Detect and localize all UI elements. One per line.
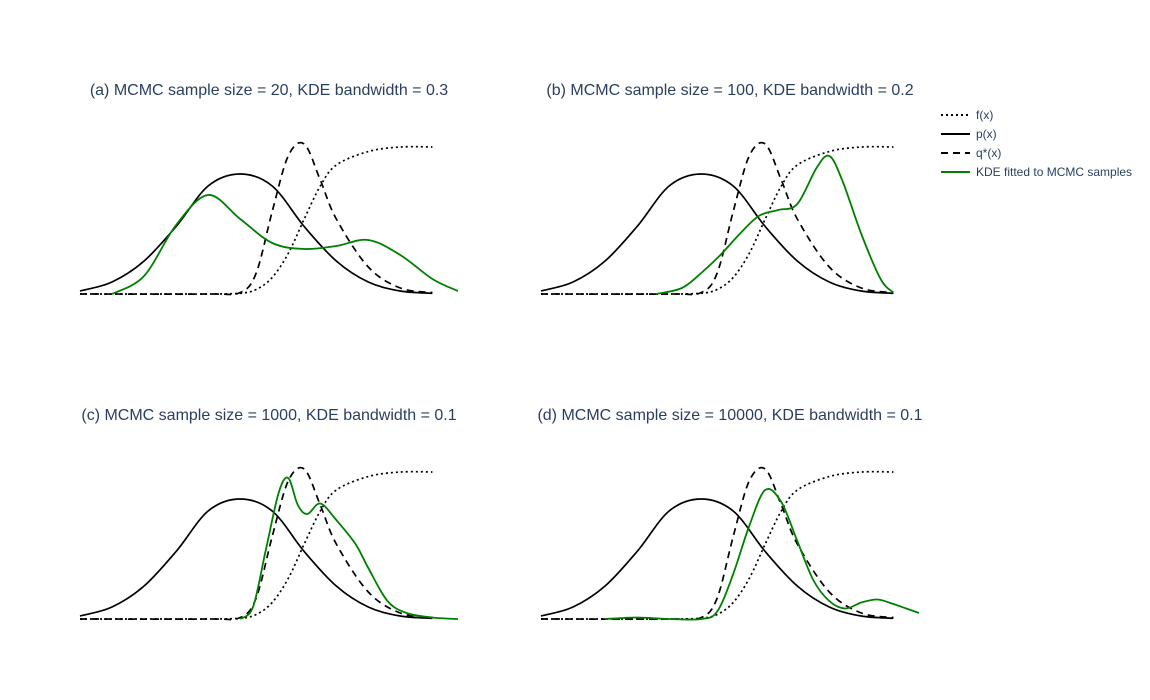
series-line-kde-fitted-to-mcmc-samples: [656, 154, 895, 295]
legend-label: KDE fitted to MCMC samples: [976, 165, 1132, 179]
legend-label: q*(x): [976, 146, 1001, 160]
series-line-p-x: [540, 173, 894, 295]
legend-label: p(x): [976, 127, 997, 141]
legend-item-q-x: q*(x): [941, 146, 1001, 160]
panel-title: (b) MCMC sample size = 100, KDE bandwidt…: [546, 82, 913, 99]
series-line-f-x: [541, 470, 894, 620]
panel-title: (c) MCMC sample size = 1000, KDE bandwid…: [81, 407, 456, 424]
panel-title: (a) MCMC sample size = 20, KDE bandwidth…: [90, 82, 448, 99]
series-line-f-x: [80, 470, 433, 620]
series-line-f-x: [79, 145, 433, 295]
legend: f(x) p(x) q*(x) KDE fitted to MCMC samples: [941, 108, 1132, 179]
legend-item-f-x: f(x): [941, 108, 993, 122]
panel-title: (d) MCMC sample size = 10000, KDE bandwi…: [537, 407, 922, 424]
series-line-p-x: [540, 498, 894, 620]
panel-d: (d) MCMC sample size = 10000, KDE bandwi…: [537, 407, 923, 621]
panel-a: (a) MCMC sample size = 20, KDE bandwidth…: [79, 82, 459, 296]
series-line-q-x: [79, 466, 433, 621]
legend-item-kde-fitted-to-mcmc-samples: KDE fitted to MCMC samples: [941, 165, 1132, 179]
series-line-kde-fitted-to-mcmc-samples: [605, 488, 920, 621]
panel-b: (b) MCMC sample size = 100, KDE bandwidt…: [540, 82, 914, 296]
series-line-p-x: [79, 173, 433, 295]
panels: (a) MCMC sample size = 20, KDE bandwidth…: [79, 82, 923, 621]
series-line-f-x: [540, 145, 894, 295]
series-line-q-x: [79, 141, 433, 296]
series-line-kde-fitted-to-mcmc-samples: [239, 476, 459, 620]
series-line-kde-fitted-to-mcmc-samples: [111, 194, 459, 295]
panel-c: (c) MCMC sample size = 1000, KDE bandwid…: [79, 407, 459, 621]
legend-label: f(x): [976, 108, 993, 122]
series-line-p-x: [79, 498, 433, 620]
series-line-q-x: [540, 141, 894, 296]
series-line-q-x: [540, 466, 894, 621]
legend-item-p-x: p(x): [941, 127, 997, 141]
